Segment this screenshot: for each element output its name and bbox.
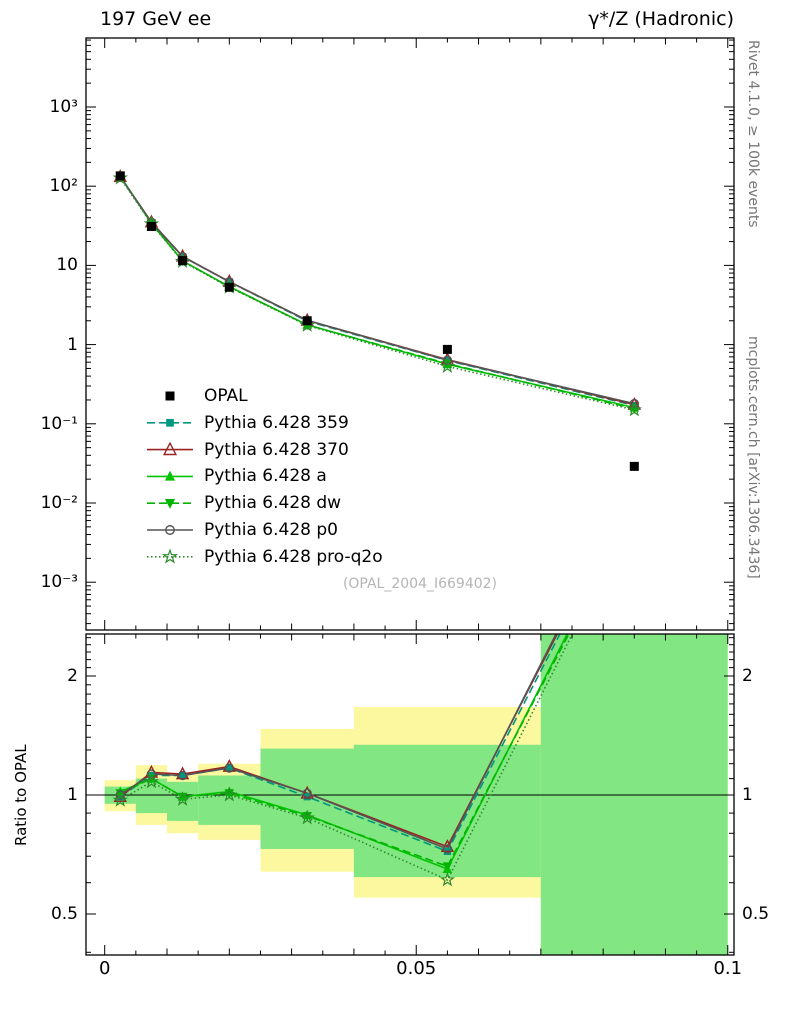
ratio-y-tick-label-left: 2 (67, 666, 78, 686)
main-y-tick-label: 10³ (49, 97, 78, 117)
legend-label: Pythia 6.428 370 (204, 439, 349, 460)
main-y-tick-label: 10⁻² (40, 493, 78, 513)
main-y-tick-label: 1 (67, 334, 78, 355)
ratio-y-tick-label-left: 0.5 (50, 903, 78, 924)
legend-label: Pythia 6.428 dw (204, 493, 342, 514)
ratio-y-tick-label-right: 0.5 (742, 903, 770, 924)
process-title: γ*/Z (Hadronic) (588, 8, 734, 30)
main-y-tick-label: 10⁻¹ (40, 413, 78, 434)
ratio-y-tick-label-left: 1 (67, 785, 78, 805)
main-y-tick-label: 10² (49, 176, 78, 197)
mcplots-attribution-note: mcplots.cern.ch [arXiv:1306.3436] (745, 336, 761, 579)
rivet-version-note: Rivet 4.1.0, ≥ 100k events (745, 40, 761, 228)
legend-label: OPAL (204, 386, 248, 406)
legend-label: Pythia 6.428 a (204, 466, 327, 487)
legend-label: Pythia 6.428 359 (204, 412, 349, 433)
main-y-tick-label: 10 (56, 255, 78, 276)
x-tick-label: 0.05 (396, 958, 437, 979)
beam-energy-title: 197 GeV ee (100, 8, 212, 30)
main-y-tick-label: 10⁻³ (40, 572, 78, 593)
x-tick-label: 0 (98, 958, 111, 979)
legend-label: Pythia 6.428 pro-q2o (204, 546, 383, 567)
ratio-y-tick-label-right: 1 (742, 785, 753, 805)
legend-label: Pythia 6.428 p0 (204, 520, 338, 540)
analysis-id-watermark: (OPAL_2004_I669402) (342, 576, 498, 592)
x-tick-label: 0.1 (713, 958, 743, 979)
ratio-y-tick-label-right: 2 (742, 666, 753, 686)
